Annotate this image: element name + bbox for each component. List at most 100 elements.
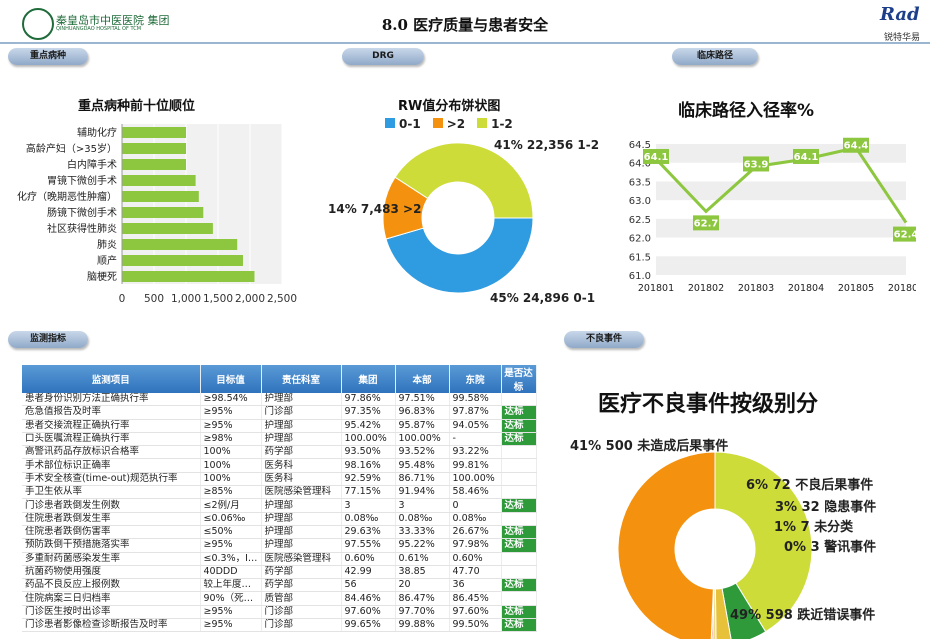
table-row[interactable]: 预防跌倒干预措施落实率 ≥95% 护理部 97.55% 95.22% 97.98% 达标 bbox=[22, 538, 537, 553]
bar-category-label: 白内障手术 bbox=[67, 158, 117, 171]
table-row[interactable]: 住院患者跌倒伤害率 ≤50% 护理部 29.63% 33.33% 26.67% 达标 bbox=[22, 525, 537, 540]
table-row[interactable]: 门诊患者跌倒发生例数 ≤2例/月 护理部 3 3 0 达标 bbox=[22, 498, 537, 513]
table-cell: - bbox=[449, 432, 502, 447]
tab-key-disease[interactable]: 重点病种 bbox=[8, 48, 88, 65]
table-cell: 90%（死… bbox=[200, 591, 262, 606]
bar bbox=[122, 127, 186, 138]
legend-item: 0-1 bbox=[385, 117, 421, 131]
legend-swatch bbox=[477, 118, 488, 128]
pie-data-label: 45% 24,896 0-1 bbox=[490, 291, 595, 305]
table-cell: 86.47% bbox=[395, 591, 450, 606]
table-cell: ≥98.54% bbox=[200, 393, 262, 407]
table-cell: 达标 bbox=[501, 525, 537, 540]
table-cell: ≥85% bbox=[200, 485, 262, 500]
pie-slice bbox=[714, 451, 813, 633]
table-cell: 医务科 bbox=[261, 472, 342, 487]
tab-clinical-path[interactable]: 临床路径 bbox=[672, 48, 758, 65]
table-row[interactable]: 高警讯药品存放标识合格率 100% 药学部 93.50% 93.52% 93.22% bbox=[22, 445, 537, 460]
line-y-tick: 61.5 bbox=[629, 252, 651, 263]
table-cell: 36 bbox=[449, 578, 502, 593]
table-cell: 达标 bbox=[501, 538, 537, 553]
table-cell: 42.99 bbox=[341, 565, 396, 580]
line-data-label: 63.9 bbox=[744, 159, 769, 170]
table-row[interactable]: 手术安全核查(time-out)规范执行率 100% 医务科 92.59% 86.71%… bbox=[22, 472, 537, 487]
table-cell: 口头医嘱流程正确执行率 bbox=[22, 432, 201, 447]
table-cell: 20 bbox=[395, 578, 450, 593]
line-series bbox=[654, 146, 908, 224]
line-y-tick: 63.5 bbox=[629, 177, 651, 188]
bar bbox=[122, 271, 255, 282]
pie-data-label: 3% 32 隐患事件 bbox=[775, 499, 876, 515]
clinical-path-line-chart: 61.0 61.5 62.0 62.5 63.0 63.5 64.0 64.5 201801 64… bbox=[629, 137, 916, 294]
table-cell: 医院感染管理科 bbox=[261, 552, 342, 566]
table-cell bbox=[501, 472, 537, 487]
table-row[interactable]: 门诊医生按时出诊率 ≥95% 门诊部 97.60% 97.70% 97.60% 达标 bbox=[22, 605, 537, 620]
table-row[interactable]: 患者身份识别方法正确执行率 ≥98.54% 护理部 97.86% 97.51% 99.58… bbox=[22, 393, 537, 407]
bar-category-label: 胃镜下微创手术 bbox=[47, 174, 117, 187]
line-chart-title: 临床路径入径率% bbox=[678, 101, 815, 121]
table-cell: 95.42% bbox=[341, 419, 396, 433]
table-cell: 100% bbox=[200, 458, 262, 473]
line-label-box bbox=[793, 148, 819, 164]
hospital-logo-icon bbox=[22, 8, 54, 40]
table-cell bbox=[501, 485, 537, 500]
table-cell: 95.87% bbox=[395, 419, 450, 433]
line-y-tick: 62.5 bbox=[629, 215, 651, 226]
tab-drg[interactable]: DRG bbox=[342, 48, 424, 65]
pie-data-label: 41% 500 未造成后果事件 bbox=[570, 438, 728, 454]
table-cell: ≤0.06‰ bbox=[200, 512, 262, 526]
line-grid-band bbox=[656, 181, 906, 201]
line-grid-band bbox=[656, 256, 906, 275]
table-cell: 达标 bbox=[501, 498, 537, 513]
table-row[interactable]: 药品不良反应上报例数 较上年度… 药学部 56 20 36 达标 bbox=[22, 578, 537, 593]
table-cell: 97.35% bbox=[341, 405, 396, 420]
table-cell: 手术安全核查(time-out)规范执行率 bbox=[22, 472, 201, 487]
table-cell: 86.45% bbox=[449, 591, 502, 606]
table-cell: 多重耐药菌感染发生率 bbox=[22, 552, 201, 566]
bar bbox=[122, 207, 204, 218]
table-row[interactable]: 住院患者跌倒发生率 ≤0.06‰ 护理部 0.08‰ 0.08‰ 0.08‰ bbox=[22, 512, 537, 526]
page-header: 秦皇岛市中医医院 集团 QINHUANGDAO HOSPITAL OF TCM … bbox=[0, 0, 930, 46]
bar-category-label: 辅助化疗 bbox=[77, 126, 117, 139]
table-cell: 94.05% bbox=[449, 419, 502, 433]
table-cell: 护理部 bbox=[261, 419, 342, 433]
table-cell: 93.22% bbox=[449, 445, 502, 460]
bar-x-tick: 500 bbox=[144, 293, 164, 305]
table-cell: 97.98% bbox=[449, 538, 502, 553]
table-cell: 3 bbox=[341, 498, 396, 513]
table-cell: 较上年度… bbox=[200, 578, 262, 593]
table-row[interactable]: 危急值报告及时率 ≥95% 门诊部 97.35% 96.83% 97.87% 达标 bbox=[22, 405, 537, 420]
table-header-cell: 监测项目 bbox=[22, 365, 201, 393]
brand-logo: Rad bbox=[880, 4, 920, 25]
table-cell: ≥98% bbox=[200, 432, 262, 447]
table-cell: 危急值报告及时率 bbox=[22, 405, 201, 420]
tab-monitor[interactable]: 监测指标 bbox=[8, 331, 88, 348]
table-row[interactable]: 多重耐药菌感染发生率 ≤0.3%，I… 医院感染管理科 0.60% 0.61% 0.60% bbox=[22, 552, 537, 566]
table-row[interactable]: 手卫生依从率 ≥85% 医院感染管理科 77.15% 91.94% 58.46% bbox=[22, 485, 537, 500]
table-cell: 0.08‰ bbox=[449, 512, 502, 526]
table-row[interactable]: 门诊患者影像检查诊断报告及时率 ≥95% 门诊部 99.65% 99.88% 99.50%… bbox=[22, 618, 537, 633]
bar-x-tick: 0 bbox=[119, 293, 126, 305]
pie-data-label: 14% 7,483 >2 bbox=[328, 202, 421, 216]
table-cell: 100.00% bbox=[449, 472, 502, 487]
bar bbox=[122, 175, 196, 186]
table-row[interactable]: 手术部位标识正确率 100% 医务科 98.16% 95.48% 99.81% bbox=[22, 458, 537, 473]
table-cell: 住院病案三日归档率 bbox=[22, 591, 201, 606]
table-cell: 药学部 bbox=[261, 565, 342, 580]
pie-data-label: 1% 7 未分类 bbox=[774, 519, 854, 535]
pie-data-label: 49% 598 跌近错误事件 bbox=[730, 607, 875, 623]
page-title: 8.0 医疗质量与患者安全 bbox=[381, 16, 549, 34]
table-cell: 58.46% bbox=[449, 485, 502, 500]
table-row[interactable]: 口头医嘱流程正确执行率 ≥98% 护理部 100.00% 100.00% - 达标 bbox=[22, 432, 537, 447]
table-row[interactable]: 抗菌药物使用强度 40DDD 药学部 42.99 38.85 47.70 bbox=[22, 565, 537, 580]
table-row[interactable]: 住院病案三日归档率 90%（死… 质管部 84.46% 86.47% 86.45% bbox=[22, 591, 537, 606]
line-y-tick: 63.0 bbox=[629, 196, 651, 207]
tab-adverse[interactable]: 不良事件 bbox=[564, 331, 644, 348]
table-cell: 患者交接流程正确执行率 bbox=[22, 419, 201, 433]
table-row[interactable]: 患者交接流程正确执行率 ≥95% 护理部 95.42% 95.87% 94.05% 达标 bbox=[22, 419, 537, 433]
line-x-tick: 201801 bbox=[638, 283, 674, 294]
pie-data-label: 41% 22,356 1-2 bbox=[494, 138, 599, 152]
bar bbox=[122, 223, 213, 234]
bar-category-label: 化疗（晚期恶性肿瘤） bbox=[17, 190, 117, 203]
org-subtitle: QINHUANGDAO HOSPITAL OF TCM bbox=[56, 26, 142, 32]
